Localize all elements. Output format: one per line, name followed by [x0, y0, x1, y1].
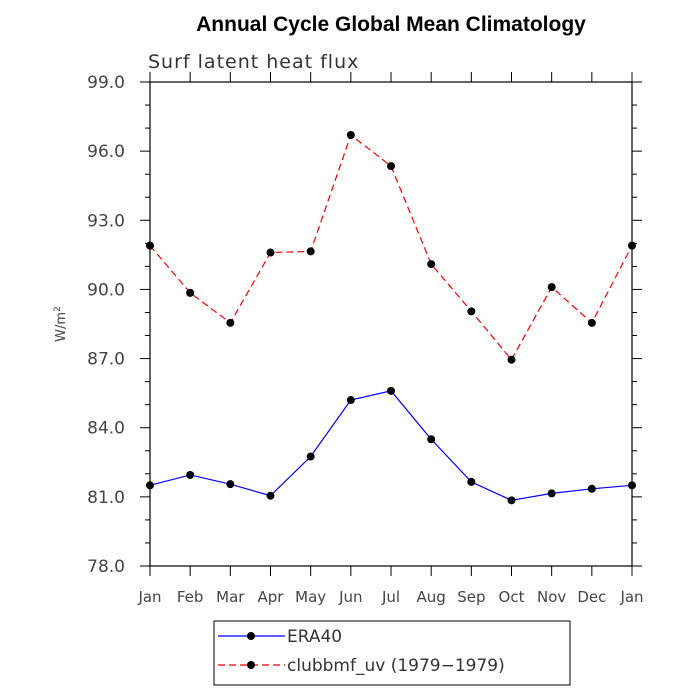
legend-marker: [247, 632, 255, 640]
y-tick-label: 81.0: [87, 488, 125, 508]
series-layer: [146, 131, 636, 505]
series-line-0: [149, 390, 633, 501]
data-point: [507, 496, 516, 505]
data-point: [266, 491, 275, 500]
y-tick-label: 78.0: [87, 557, 125, 577]
data-point: [306, 452, 315, 461]
legend-label: ERA40: [287, 627, 342, 647]
legend: ERA40 clubbmf_uv (1979−1979): [213, 620, 571, 686]
data-point: [266, 248, 275, 257]
data-point: [547, 489, 556, 498]
x-tick-label: Jun: [338, 588, 362, 606]
chart-title: Annual Cycle Global Mean Climatology: [196, 13, 586, 36]
plot-area: [149, 81, 633, 567]
x-tick-label: Sep: [457, 588, 485, 606]
y-tick-label: 93.0: [87, 211, 125, 231]
data-point: [427, 260, 436, 269]
data-point: [547, 283, 556, 292]
data-point: [628, 481, 636, 490]
x-tick-label: Jul: [381, 588, 400, 606]
data-point: [346, 396, 355, 405]
data-point: [587, 318, 596, 327]
data-point: [387, 162, 395, 171]
data-point: [467, 307, 476, 316]
data-point: [186, 288, 195, 297]
x-tick-label: Jan: [137, 588, 161, 606]
data-point: [427, 435, 436, 444]
x-tick-label: May: [295, 588, 326, 606]
data-point: [467, 477, 476, 486]
data-point: [226, 480, 235, 489]
x-tick-label: Mar: [216, 588, 245, 606]
y-tick-label: 96.0: [87, 142, 125, 162]
legend-label: clubbmf_uv (1979−1979): [287, 656, 505, 676]
x-tick-label: Nov: [537, 588, 566, 606]
data-point: [387, 386, 395, 395]
x-tick-label: Jan: [619, 588, 643, 606]
data-point: [146, 481, 154, 490]
data-point: [306, 247, 315, 256]
y-axis-label: W/m2: [53, 306, 69, 342]
data-point: [146, 241, 154, 250]
x-tick-label: Apr: [258, 588, 285, 606]
chart-subtitle: Surf latent heat flux: [148, 51, 359, 73]
y-axis: 78.0 81.0 84.0 87.0 90.0 93.0 96.0 99.0: [87, 73, 642, 577]
y-tick-label: 99.0: [87, 73, 125, 93]
x-tick-label: Aug: [417, 588, 446, 606]
data-point: [346, 131, 355, 140]
x-tick-label: Oct: [499, 588, 525, 606]
data-point: [628, 241, 636, 250]
legend-box: [213, 620, 571, 686]
data-point: [507, 355, 516, 364]
y-tick-label: 90.0: [87, 280, 125, 300]
y-tick-label: 87.0: [87, 350, 125, 370]
data-point: [226, 318, 235, 327]
legend-marker: [247, 661, 255, 669]
x-axis: Jan Feb Mar Apr May Jun Jul Aug Sep Oct Nov Dec Jan: [137, 72, 644, 606]
x-tick-label: Dec: [577, 588, 606, 606]
data-point: [186, 470, 195, 479]
x-tick-label: Feb: [177, 588, 204, 606]
y-tick-label: 84.0: [87, 419, 125, 439]
data-point: [587, 484, 596, 493]
